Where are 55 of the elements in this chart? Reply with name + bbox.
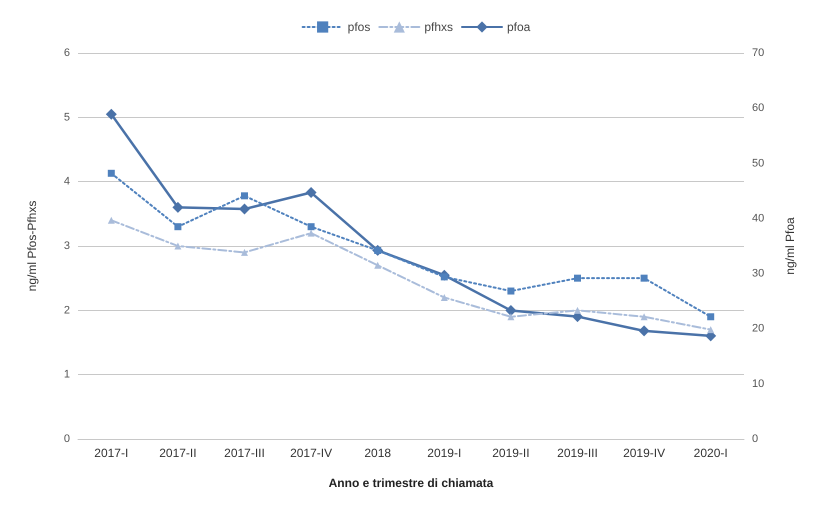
point	[574, 274, 581, 282]
y2-tick-label: 20	[752, 322, 764, 335]
point	[440, 294, 448, 301]
point	[707, 326, 714, 334]
y-tick-label: 4	[64, 176, 70, 188]
y-tick-label: 3	[64, 240, 70, 252]
point	[308, 230, 315, 237]
point	[241, 192, 248, 200]
y2-tick-label: 60	[752, 102, 764, 114]
y-tick-label: 6	[64, 47, 70, 59]
point	[239, 204, 250, 215]
point	[174, 242, 182, 250]
x-tick-label: 2017-I	[94, 446, 128, 460]
x-axis-title: Anno e trimestre di chiamata	[328, 476, 494, 490]
point	[106, 108, 117, 120]
point	[172, 202, 184, 213]
point	[574, 306, 581, 314]
y-tick-label: 5	[64, 111, 70, 124]
y2-tick-label: 10	[752, 378, 764, 390]
y-tick-label: 1	[64, 368, 70, 381]
point	[707, 313, 714, 320]
legend-label: pfoa	[507, 20, 531, 34]
y-tick-label: 0	[64, 433, 70, 445]
y2-tick-label: 50	[752, 157, 764, 170]
point	[241, 248, 248, 256]
y2-tick-label: 70	[752, 47, 764, 59]
x-tick-label: 2018	[364, 446, 392, 460]
x-tick-label: 2019-III	[557, 446, 598, 460]
legend-label: pfos	[348, 20, 370, 34]
y2-tick-label: 0	[752, 433, 758, 445]
point	[374, 262, 382, 269]
point	[640, 274, 648, 282]
point	[507, 288, 514, 295]
point	[306, 187, 317, 198]
point	[108, 216, 115, 224]
x-tick-label: 2019-IV	[623, 446, 666, 460]
point	[507, 313, 514, 320]
x-tick-label: 2019-I	[427, 446, 462, 460]
x-tick-label: 2017-III	[224, 446, 265, 460]
x-tick-label: 2019-II	[492, 446, 530, 460]
legend-label: pfhxs	[424, 20, 454, 34]
x-tick-label: 2020-I	[694, 446, 728, 460]
point	[638, 325, 650, 336]
y2-tick-label: 30	[752, 268, 764, 280]
point	[505, 305, 516, 316]
y-tick-label: 2	[64, 304, 70, 316]
y2-tick-label: 40	[752, 212, 764, 224]
y-axis-title: ng/ml Pfos-Pfhxs	[25, 200, 39, 292]
x-tick-label: 2017-II	[159, 446, 197, 460]
point	[108, 170, 115, 177]
point	[640, 313, 648, 320]
point	[308, 223, 315, 230]
y2-axis-title: ng/ml Pfoa	[783, 217, 797, 275]
point	[174, 223, 182, 230]
x-tick-label: 2017-IV	[290, 446, 332, 460]
